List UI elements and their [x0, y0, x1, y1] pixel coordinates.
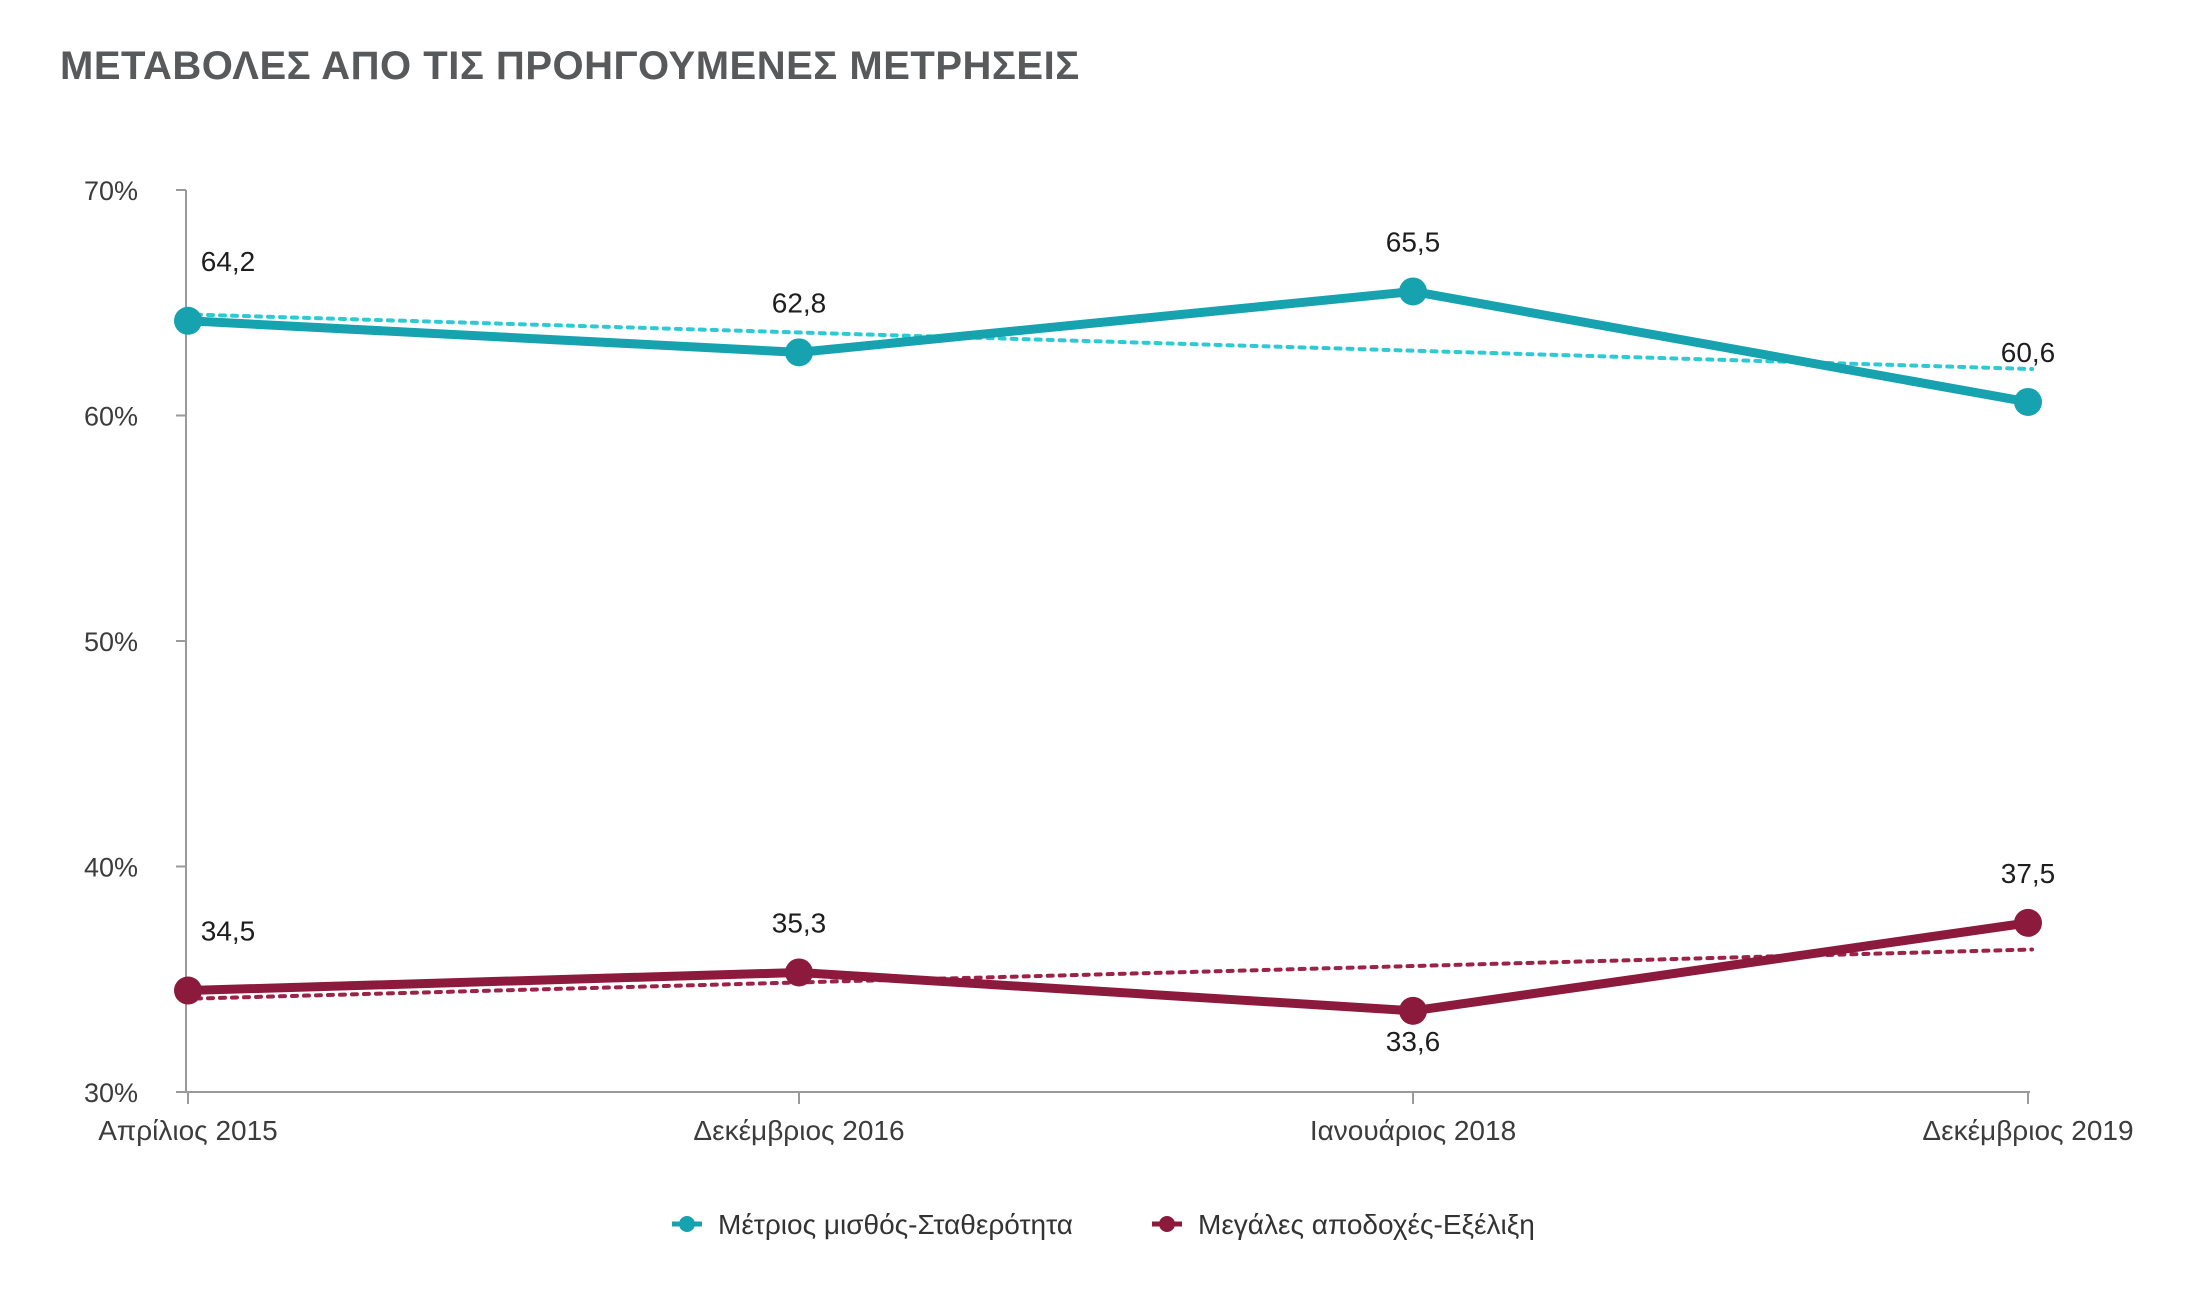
data-point	[1399, 277, 1427, 306]
x-tick-label: Ιανουάριος 2018	[1310, 1115, 1516, 1146]
legend-label: Μεγάλες αποδοχές-Εξέλιξη	[1198, 1209, 1535, 1240]
x-tick-label: Δεκέμβριος 2019	[1922, 1115, 2133, 1146]
y-tick-label: 70%	[84, 176, 138, 206]
data-label: 65,5	[1386, 226, 1441, 257]
y-tick-label: 60%	[84, 402, 138, 432]
data-point	[1399, 996, 1427, 1025]
legend-marker-dot	[679, 1216, 695, 1232]
trend-line-2	[182, 947, 2034, 1001]
data-point	[2014, 387, 2042, 416]
data-label: 35,3	[772, 907, 827, 938]
data-point	[2014, 908, 2042, 937]
data-point	[174, 306, 202, 335]
data-label: 64,2	[201, 246, 256, 277]
y-tick-label: 30%	[84, 1078, 138, 1108]
data-label: 37,5	[2001, 858, 2056, 889]
data-label: 33,6	[1386, 1026, 1441, 1057]
data-label: 34,5	[201, 916, 256, 947]
legend-marker-dot	[1159, 1216, 1175, 1232]
legend-label: Μέτριος μισθός-Σταθερότητα	[718, 1209, 1073, 1240]
y-tick-label: 50%	[84, 627, 138, 657]
data-point	[785, 338, 813, 367]
chart-title: ΜΕΤΑΒΟΛΕΣ ΑΠΟ ΤΙΣ ΠΡΟΗΓΟΥΜΕΝΕΣ ΜΕΤΡΗΣΕΙΣ	[60, 44, 1080, 88]
trend-line-1	[182, 312, 2034, 372]
series-line-2	[183, 918, 2033, 1016]
x-tick-label: Δεκέμβριος 2016	[693, 1115, 904, 1146]
data-label: 60,6	[2001, 337, 2056, 368]
data-label: 62,8	[772, 287, 827, 318]
y-tick-label: 40%	[84, 853, 138, 883]
data-point	[785, 958, 813, 987]
series-line-1	[183, 286, 2033, 407]
x-tick-label: Απρίλιος 2015	[98, 1115, 278, 1146]
data-point	[174, 976, 202, 1005]
